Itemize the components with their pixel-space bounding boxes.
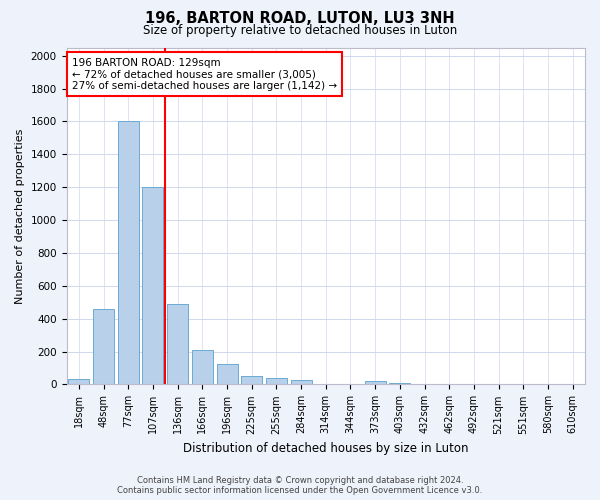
Y-axis label: Number of detached properties: Number of detached properties: [15, 128, 25, 304]
Bar: [241, 376, 262, 384]
Bar: [68, 378, 89, 384]
Bar: [93, 309, 114, 384]
Text: Size of property relative to detached houses in Luton: Size of property relative to detached ho…: [143, 24, 457, 37]
Text: Contains HM Land Registry data © Crown copyright and database right 2024.
Contai: Contains HM Land Registry data © Crown c…: [118, 476, 482, 495]
Bar: [389, 383, 410, 384]
Bar: [365, 381, 386, 384]
Bar: [142, 187, 163, 384]
Bar: [192, 350, 213, 384]
Bar: [167, 304, 188, 384]
Bar: [118, 122, 139, 384]
Bar: [290, 380, 311, 384]
Text: 196, BARTON ROAD, LUTON, LU3 3NH: 196, BARTON ROAD, LUTON, LU3 3NH: [145, 11, 455, 26]
X-axis label: Distribution of detached houses by size in Luton: Distribution of detached houses by size …: [183, 442, 469, 455]
Bar: [266, 378, 287, 384]
Bar: [217, 364, 238, 384]
Text: 196 BARTON ROAD: 129sqm
← 72% of detached houses are smaller (3,005)
27% of semi: 196 BARTON ROAD: 129sqm ← 72% of detache…: [72, 58, 337, 91]
